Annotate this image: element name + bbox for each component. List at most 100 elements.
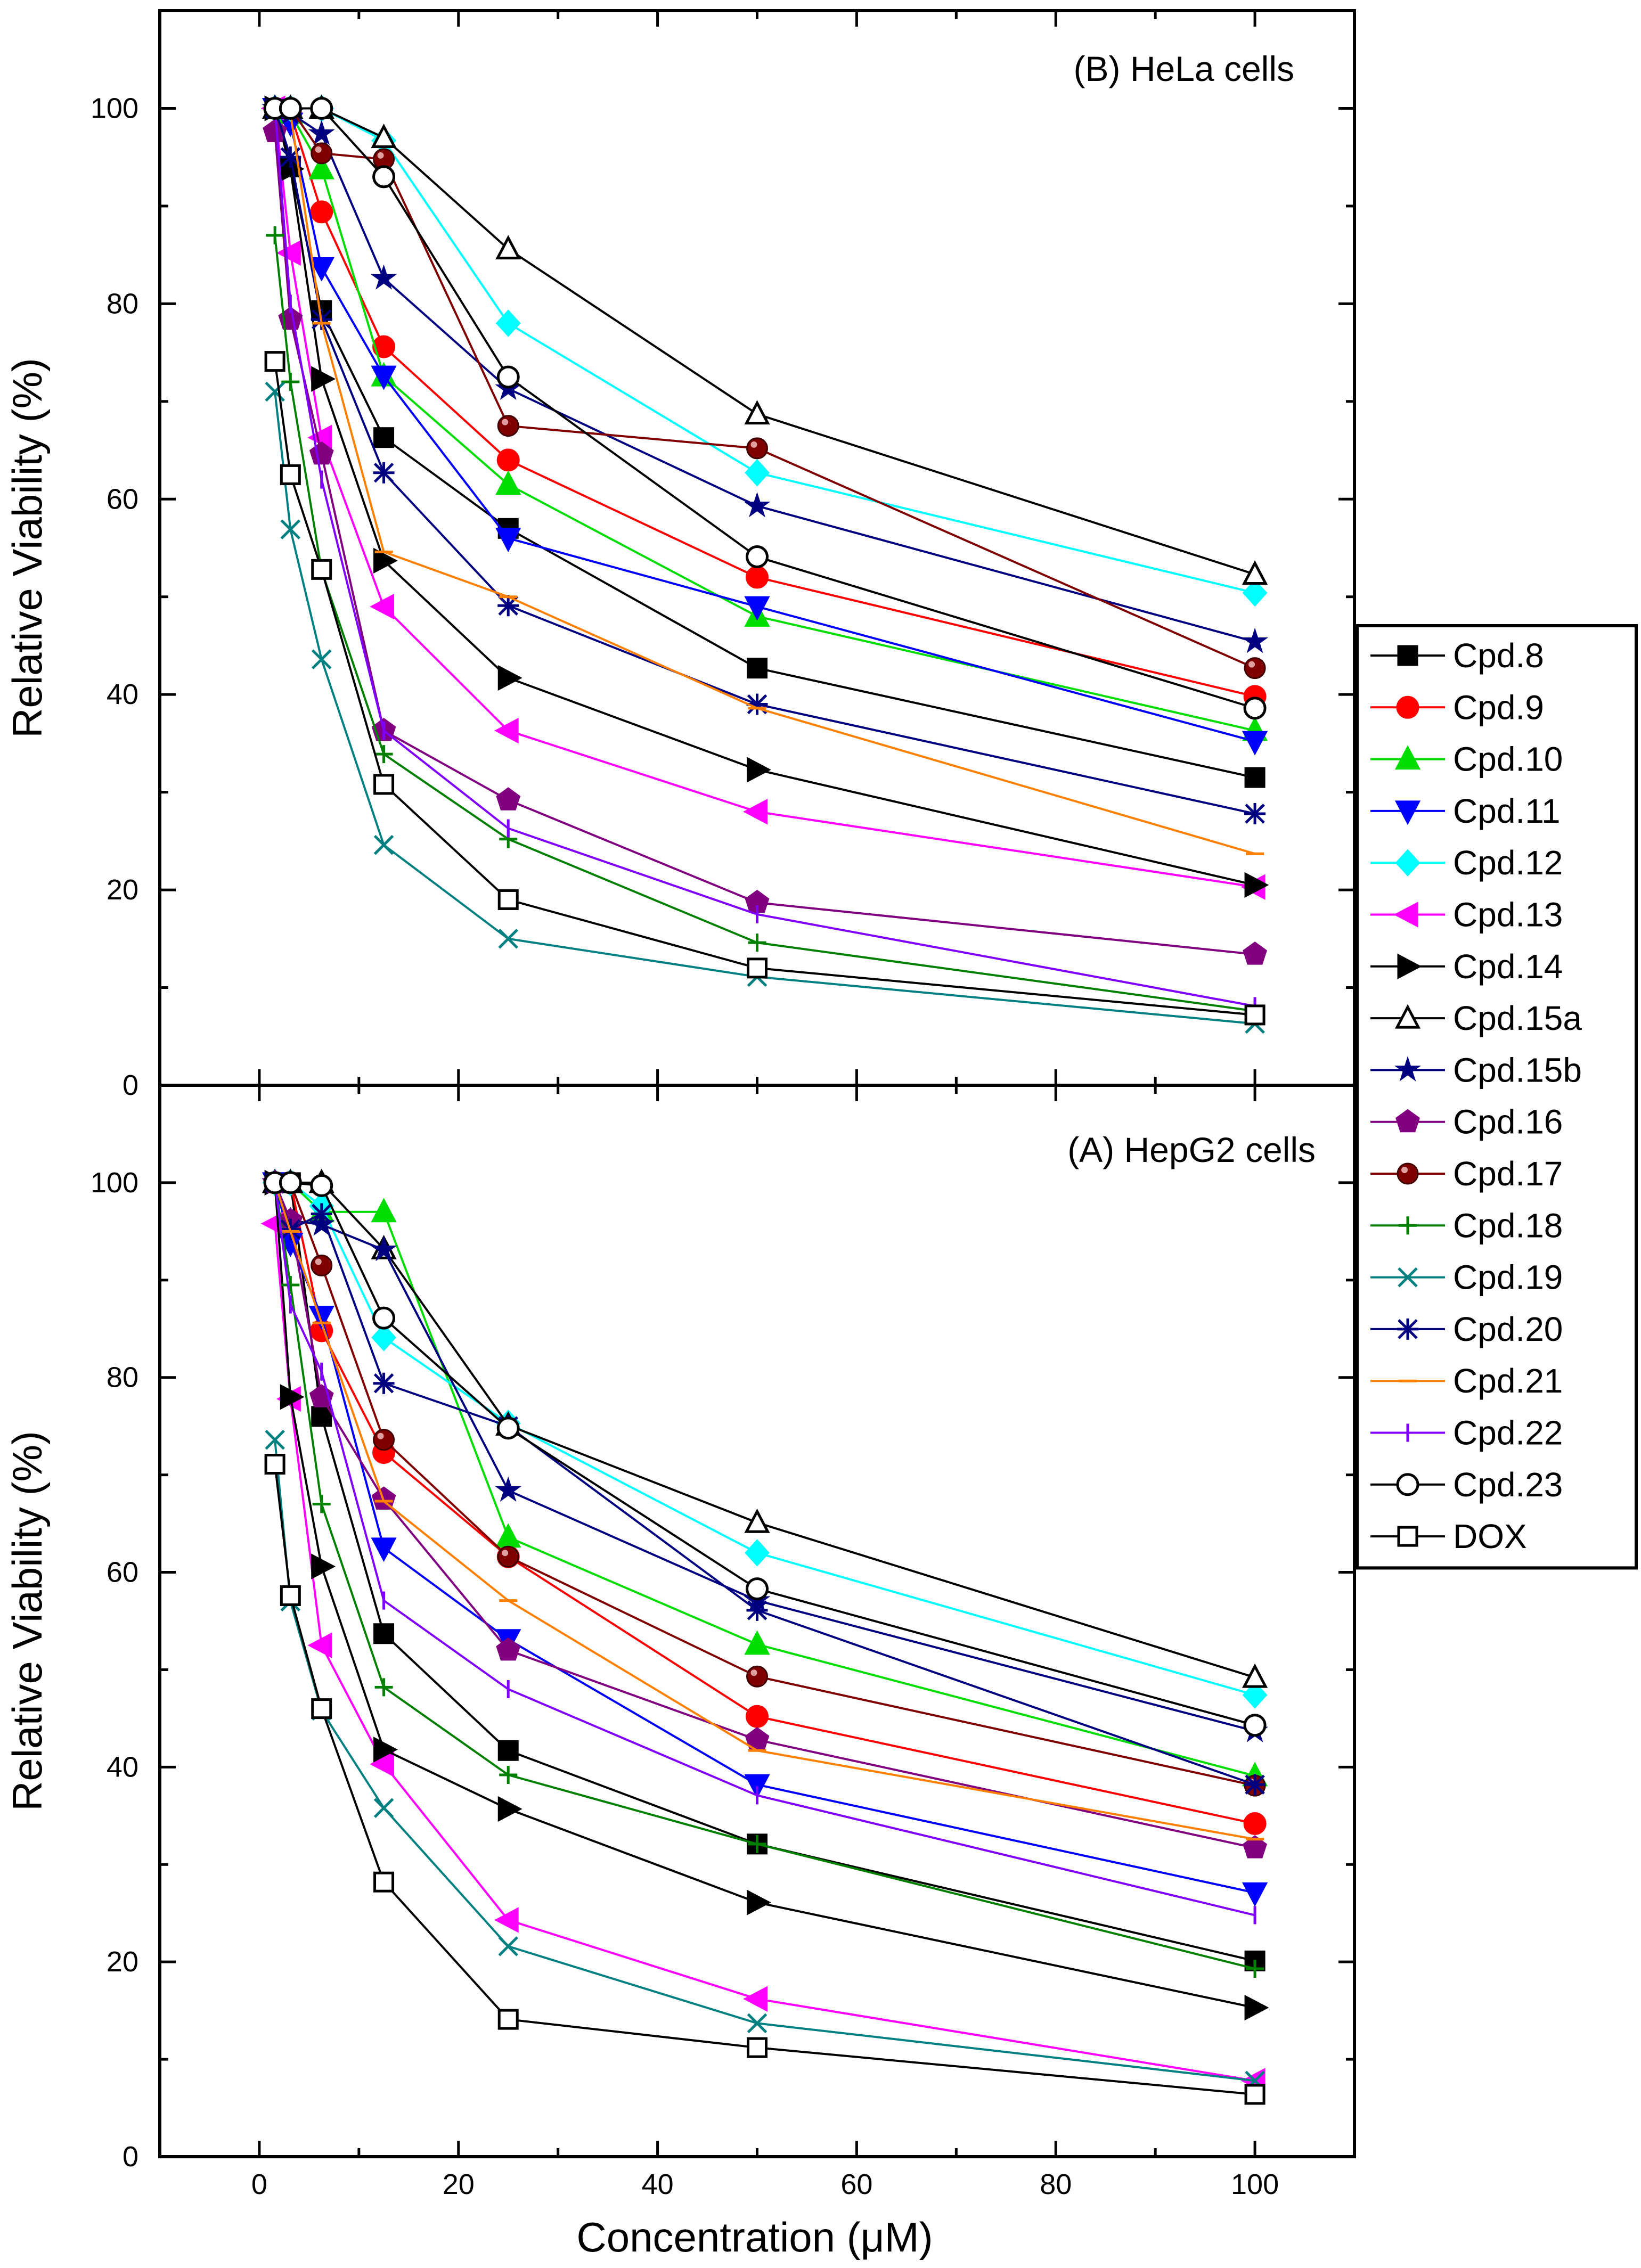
data-point-cpd-17 [373,1429,395,1451]
data-point-cpd-14 [280,1384,305,1410]
data-point-cpd-20 [373,1372,395,1394]
legend-marker [1397,1526,1418,1547]
y-tick-label: 100 [91,1167,138,1199]
legend-item-cpd-15b: Cpd.15b [1370,1051,1582,1089]
legend-item-cpd-10: Cpd.10 [1370,740,1563,779]
data-point-cpd-11 [371,365,397,390]
legend-label: Cpd.14 [1453,947,1563,986]
y-axis-title: Relative Viability (%) [4,358,51,738]
data-point-cpd-8 [497,1740,519,1761]
data-point-cpd-18 [266,226,284,244]
legend-label: Cpd.13 [1453,896,1563,934]
legend-label: Cpd.16 [1453,1103,1563,1141]
data-point-cpd-20 [1244,1774,1266,1796]
data-point-cpd-18 [312,1495,331,1513]
y-axis-title: Relative Viability (%) [4,1431,51,1811]
data-point-cpd-17 [746,437,768,460]
legend-marker [1396,695,1419,719]
data-point-cpd-8 [311,1406,332,1427]
data-point-cpd-11 [308,257,334,282]
data-point-cpd-11 [1242,731,1268,756]
legend-label: Cpd.18 [1453,1206,1563,1244]
legend-label: Cpd.17 [1453,1155,1563,1193]
data-point-dox [747,957,768,979]
data-point-cpd-23 [496,365,520,389]
series-dox [264,1454,1266,2105]
x-tick-label: 100 [1231,2168,1279,2200]
y-tick-label: 80 [107,288,138,320]
data-point-cpd-19 [498,929,518,949]
data-point-dox [280,1585,301,1606]
data-point-cpd-9 [372,335,396,358]
data-point-cpd-9 [746,1705,769,1728]
panel-b-hela-cells: 0 20 40 60 80 100 Relative Viability (%) (B) He… [4,9,1356,1101]
data-point-cpd-18 [748,934,766,952]
data-point-cpd-13 [370,1751,395,1778]
legend-label: Cpd.8 [1453,636,1544,675]
x-tick-label: 0 [251,2168,267,2200]
data-point-cpd-20 [1244,803,1266,824]
data-point-dox [1244,2084,1266,2105]
data-point-cpd-23 [279,96,302,120]
legend-marker [1397,953,1422,979]
data-point-cpd-23 [310,96,333,120]
data-point-cpd-12 [1242,1681,1268,1709]
data-point-cpd-13 [370,593,395,620]
data-point-cpd-11 [1242,1882,1268,1907]
data-point-cpd-11 [308,1305,334,1330]
series-line-cpd-23 [275,1181,1255,1726]
data-point-cpd-18 [374,1678,393,1697]
series-line-cpd-9 [275,1181,1255,1825]
legend-marker [1398,1267,1418,1288]
series-line-cpd-12 [275,107,1255,594]
data-point-cpd-20 [280,146,301,168]
legend-item-cpd-18: Cpd.18 [1370,1206,1563,1244]
data-point-cpd-12 [495,309,521,337]
data-point-cpd-8 [747,658,768,679]
data-point-cpd-23 [746,545,769,569]
data-point-cpd-15b [1242,627,1269,653]
data-point-cpd-17 [311,1254,333,1276]
data-point-cpd-23 [1243,1714,1267,1737]
x-tick-label: 80 [1040,2168,1072,2200]
series-cpd-21 [266,107,1264,855]
data-point-cpd-11 [495,528,521,553]
legend-item-cpd-8: Cpd.8 [1370,636,1544,675]
data-point-cpd-19 [747,2013,768,2034]
data-point-cpd-13 [494,1907,519,1933]
series-cpd-23 [263,96,1267,720]
data-point-cpd-23 [1243,697,1267,720]
y-tick-label: 0 [123,2141,138,2173]
data-point-cpd-19 [373,1798,394,1818]
legend-box [1356,624,1638,1570]
y-tick-label: 40 [107,1751,138,1783]
legend-item-cpd-11: Cpd.11 [1370,792,1561,830]
data-point-cpd-16 [496,787,521,810]
legend-label: Cpd.23 [1453,1465,1563,1504]
data-point-cpd-23 [372,165,396,189]
data-point-dox [1244,1004,1266,1026]
data-point-cpd-23 [746,1577,769,1601]
data-point-cpd-14 [747,757,771,783]
data-point-cpd-14 [1244,872,1269,898]
data-point-dox [373,774,395,795]
data-point-cpd-17-shine [315,146,322,153]
data-point-dox [747,2037,768,2058]
data-point-cpd-23 [372,1306,396,1330]
series-line-dox [274,361,1255,1016]
data-point-cpd-10 [744,1630,770,1655]
data-point-cpd-17-shine [502,419,509,425]
legend: Cpd.8 Cpd.9 Cpd.10 Cpd.11 Cpd.12 Cpd.13 Cpd.14… [1356,624,1638,1570]
legend-item-cpd-9: Cpd.9 [1370,688,1544,726]
x-tick-label: 60 [840,2168,872,2200]
legend-label: DOX [1453,1517,1527,1555]
data-point-cpd-17-shine [377,152,384,159]
data-point-cpd-17-shine [377,1432,384,1439]
x-tick-label: 40 [642,2168,674,2200]
data-point-cpd-15a [744,400,770,425]
legend-item-cpd-22: Cpd.22 [1370,1414,1563,1452]
legend-label: Cpd.10 [1453,740,1563,779]
data-point-cpd-13 [494,717,519,744]
